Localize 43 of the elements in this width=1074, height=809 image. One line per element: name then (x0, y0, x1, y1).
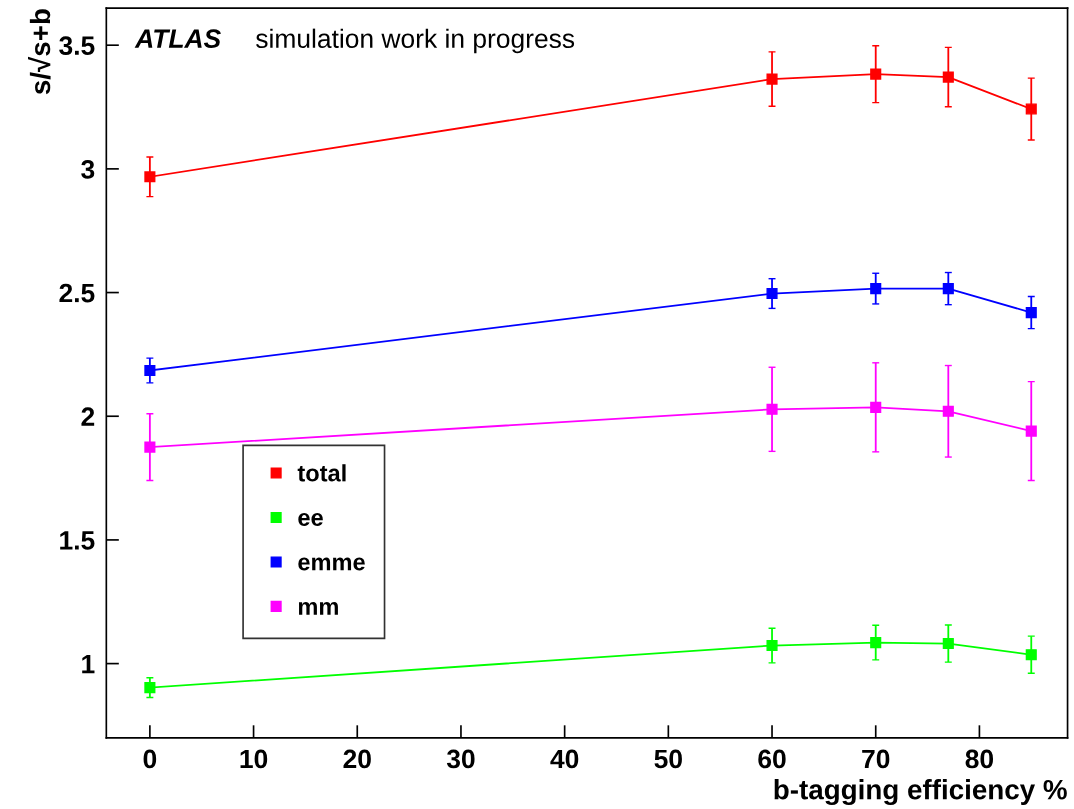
point (942, 71, 954, 83)
legend-label: ee (298, 513, 323, 526)
point (1025, 307, 1037, 319)
x-tick-label: 70 (862, 749, 890, 769)
point (766, 287, 778, 300)
point (144, 364, 156, 377)
point (870, 68, 882, 80)
x-tick-label: 60 (758, 749, 786, 769)
y-tick-label: 2.5 (59, 283, 95, 303)
annotation: ATLAS (134, 29, 221, 49)
legend-label: total (297, 464, 346, 482)
y-tick-label: 1 (82, 655, 95, 674)
x-tick-label: 0 (143, 749, 157, 769)
point (144, 441, 156, 453)
y-tick-label: 3.5 (59, 36, 95, 56)
point (942, 283, 954, 295)
annotation: simulation work in progress (256, 28, 575, 54)
point (1025, 425, 1037, 437)
x-tick-label: 30 (446, 749, 475, 769)
point (766, 403, 778, 415)
point (1025, 649, 1037, 661)
y-tick-label: 1.5 (60, 531, 95, 550)
x-tick-label: 40 (550, 749, 579, 769)
y-tick-label: 3 (81, 160, 95, 179)
point (870, 283, 882, 295)
point (870, 637, 882, 649)
point (766, 73, 778, 85)
legend-label: mm (298, 601, 338, 615)
x-tick-label: 10 (240, 749, 268, 769)
x-tick-label: 20 (343, 749, 371, 769)
y-tick-label: 2 (81, 407, 95, 426)
point (144, 682, 156, 694)
y-axis-title: s/√s+b (28, 9, 51, 95)
point (766, 639, 778, 652)
x-tick-label: 50 (654, 749, 682, 769)
x-axis-title: b-tagging efficiency % (774, 779, 1067, 806)
point (870, 401, 882, 413)
point (144, 171, 156, 183)
point (1025, 103, 1037, 115)
legend-label: emme (298, 557, 365, 571)
point (942, 405, 954, 417)
point (942, 638, 954, 650)
x-tick-label: 80 (965, 749, 994, 769)
